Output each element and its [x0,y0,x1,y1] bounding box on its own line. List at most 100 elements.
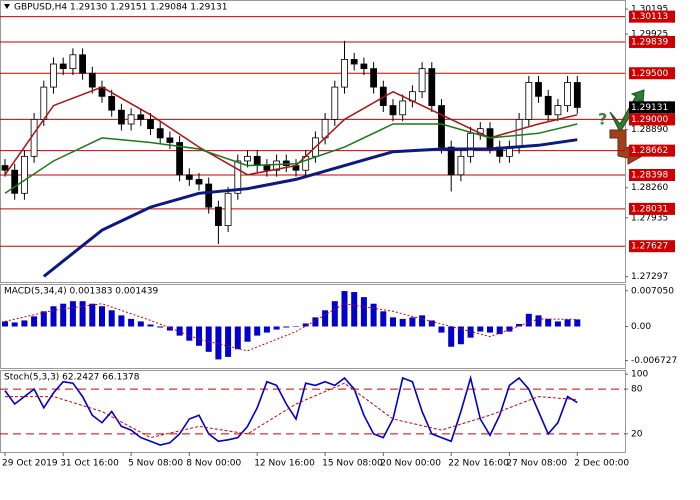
x-tick-label: 8 Nov 00:00 [186,459,241,469]
macd-bar [50,306,57,327]
candle-body [535,82,542,97]
y-tick-label: 80 [631,385,643,395]
macd-bar [370,303,377,327]
x-tick-label: 31 Oct 16:00 [60,459,119,469]
candle-body [573,82,581,108]
candle-body [185,174,193,180]
candle-body [166,137,174,143]
macd-bar [108,310,115,327]
macd-bar [60,303,67,327]
macd-bar [225,326,232,357]
candle-body [69,54,77,70]
macd-bar [166,326,173,331]
macd-bar [293,326,299,327]
y-tick-label: 0.007050 [631,286,674,296]
level-label-box [629,169,675,182]
macd-bar [390,317,396,327]
candle-body [127,114,135,125]
candle-body [156,128,164,139]
macd-bar [525,313,532,327]
candle-body [205,183,213,208]
macd-bar [302,323,309,327]
macd-bar [516,323,523,327]
header-icon [4,4,10,9]
candle-body [525,82,533,120]
macd-bar [428,320,435,327]
candle-body [195,179,203,185]
candle-body [118,109,125,125]
moving-average [4,123,578,194]
candle-body [544,95,552,116]
level-label-box [629,202,675,215]
stoch-line [5,382,578,439]
candle-body [467,132,475,157]
macd-bar [176,326,183,336]
macd-bar [234,326,241,350]
macd-bar [273,326,280,330]
macd-bar [506,326,513,332]
candle-body [137,114,145,120]
macd-bar [574,319,581,327]
stoch-panel-frame [0,370,626,453]
macd-bar [312,317,319,327]
y-tick-label: -0.006727 [631,356,677,366]
y-tick-label: 1.27297 [631,272,668,282]
level-label-box [629,144,675,157]
level-label-box [629,240,675,253]
y-tick-label: 1.29925 [631,30,668,40]
macd-bar [40,311,47,327]
macd-bar [196,326,202,346]
macd-bar [283,326,290,328]
macd-bar [215,326,222,360]
macd-bar [487,326,493,333]
level-label: 1.29000 [631,115,668,125]
y-tick-label: 1.27935 [631,213,668,223]
x-tick-label: 27 Nov 08:00 [506,459,567,469]
macd-bar [438,326,445,333]
macd-bar [2,321,8,327]
candle-body [234,160,242,194]
candle-body [564,82,571,106]
macd-bar [99,306,105,327]
macd-bar [564,319,571,327]
level-label: 1.27627 [631,242,668,252]
candle-body [515,119,523,148]
macd-bar [147,324,154,327]
macd-bar [554,321,561,327]
candle-body [370,68,378,88]
macd-bar [205,326,212,352]
candle-body [40,86,48,120]
candle-body [1,165,9,171]
level-label: 1.30113 [631,12,668,22]
macd-bar [21,320,28,327]
level-label: 1.28662 [631,146,668,156]
candle-body [253,155,261,166]
candle-body [50,63,57,88]
candle-body [428,68,436,106]
macd-bar [79,301,86,327]
macd-bar [118,315,125,327]
candle-body [88,72,96,88]
macd-bar [128,318,135,327]
y-tick-label: 0.00 [631,322,651,332]
y-tick-label: 20 [631,429,643,439]
candle-body [147,119,154,130]
y-tick-label: 1.30195 [631,5,668,15]
y-tick-label: 1.28890 [631,125,668,135]
level-label: 1.29500 [631,69,668,79]
macd-bar [331,301,338,327]
macd-bar [254,326,261,336]
macd-bar [351,292,358,327]
stoch-title: Stoch(5,3,3) 62.2427 66.1378 [4,373,140,383]
x-tick-label: 15 Nov 08:00 [322,459,383,469]
candle-body [20,155,28,194]
x-tick-label: 29 Oct 2019 [2,459,58,469]
candle-body [30,119,38,157]
macd-bar [419,315,426,327]
level-label: 1.28398 [631,171,668,181]
candle-body [360,63,368,70]
macd-bar [477,326,484,332]
macd-bar [448,326,455,347]
